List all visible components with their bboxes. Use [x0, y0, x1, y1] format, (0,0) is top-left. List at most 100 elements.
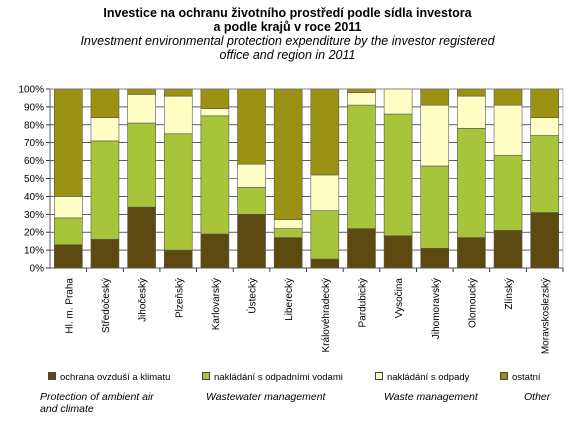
bar-segment-2: [163, 133, 193, 251]
legend-swatch-wastewater: [202, 372, 210, 381]
bar-segment-3: [273, 219, 303, 229]
bar-segment-2: [383, 113, 413, 237]
legend-swatch-waste: [375, 372, 383, 381]
bar-segment-2: [347, 104, 376, 229]
chart-title-en-line1: Investment environmental protection expe…: [80, 34, 495, 48]
bar-segment-3: [310, 174, 340, 212]
bar-segment-2: [54, 217, 83, 246]
legend-en-other: Other: [524, 391, 551, 403]
y-tick-label: 90%: [24, 102, 44, 113]
bar-segment-4: [237, 88, 266, 165]
legend-en-waste: Waste management: [384, 391, 478, 403]
y-tick-label: 70%: [24, 138, 44, 149]
bar-segment-2: [310, 210, 340, 260]
bar-segment-1: [347, 228, 376, 269]
y-tick-label: 0%: [30, 264, 45, 275]
legend-label-air: ochrana ovzduší a klimatu: [60, 372, 171, 383]
bar-segment-4: [310, 88, 340, 176]
bar-segment-1: [90, 239, 120, 269]
bar-segment-2: [273, 228, 303, 238]
x-tick-label: Jihomoravský: [431, 278, 442, 339]
legend-label-waste: nakládání s odpady: [387, 372, 470, 383]
legend-label-other: ostatní: [512, 372, 541, 383]
x-tick-label: Liberecký: [284, 278, 295, 321]
bar-segment-2: [237, 187, 266, 215]
bar-segment-1: [54, 244, 83, 269]
x-tick-label: Hl. m. Praha: [64, 278, 75, 334]
bar-segment-4: [273, 88, 303, 220]
bar-segment-3: [530, 117, 559, 136]
x-tick-label: Olomoucký: [467, 278, 478, 328]
bar-segment-3: [90, 117, 120, 142]
bar-segment-3: [493, 104, 523, 156]
bar-segment-4: [347, 88, 376, 93]
legend-label-wastewater: nakládání s odpadními vodami: [214, 372, 343, 383]
y-tick-label: 100%: [18, 85, 44, 96]
bar-segment-3: [200, 108, 230, 117]
bar-segment-4: [90, 88, 120, 118]
y-tick-label: 80%: [24, 120, 44, 131]
legend-en-air: Protection of ambient air and climate: [40, 391, 154, 415]
y-tick-label: 60%: [24, 156, 44, 167]
bar-segment-3: [237, 163, 266, 188]
bar-segment-4: [127, 88, 156, 95]
y-tick-label: 50%: [24, 174, 44, 185]
bar-segment-4: [54, 88, 83, 197]
bar-segment-1: [237, 214, 266, 269]
x-tick-label: Plzeňský: [174, 278, 185, 318]
bar-segment-2: [127, 122, 156, 208]
x-tick-label: Moravskoslezský: [541, 278, 552, 354]
bar-segment-3: [163, 95, 193, 135]
legend-en-wastewater: Wastewater management: [206, 391, 326, 403]
x-tick-label: Jihočeský: [138, 278, 149, 322]
bar-segment-3: [127, 94, 156, 124]
x-tick-label: Vysočina: [394, 278, 405, 319]
bar-segment-1: [457, 237, 486, 269]
bar-segment-3: [383, 88, 413, 115]
bar-segment-2: [420, 165, 450, 249]
x-tick-label: Středočeský: [101, 278, 112, 333]
bar-segment-1: [310, 258, 340, 269]
bar-segment-2: [457, 128, 486, 238]
bar-segment-1: [493, 230, 523, 269]
chart-title-en-line2: office and region in 2011: [219, 48, 356, 62]
bar-segment-2: [90, 140, 120, 240]
bar-segment-4: [420, 88, 450, 106]
y-tick-label: 10%: [24, 246, 44, 257]
x-tick-label: Královéhradecký: [321, 278, 332, 352]
chart-title-cz-line1: Investice na ochranu životního prostředí…: [103, 6, 472, 20]
y-tick-label: 30%: [24, 210, 44, 221]
bar-segment-1: [383, 235, 413, 269]
chart-titles: Investice na ochranu životního prostředí…: [0, 6, 575, 62]
chart-title-cz-line2: a podle krajů v roce 2011: [213, 20, 362, 34]
bar-segment-3: [420, 104, 450, 167]
bar-segment-1: [530, 212, 559, 269]
bar-segment-1: [420, 248, 450, 269]
bar-segment-3: [54, 196, 83, 219]
y-tick-label: 40%: [24, 192, 44, 203]
bar-segment-4: [457, 88, 486, 97]
legend-swatch-air: [48, 372, 56, 381]
bar-segment-1: [127, 206, 156, 269]
bar-segment-2: [200, 115, 230, 235]
bar-segment-4: [530, 88, 559, 118]
bar-segment-2: [530, 135, 559, 213]
bar-segment-4: [493, 88, 523, 106]
bar-segment-4: [163, 88, 193, 97]
x-tick-label: Karlovarský: [211, 278, 222, 330]
legend-item-other: ostatní: [500, 372, 541, 383]
legend-item-waste: nakládání s odpady: [375, 372, 469, 383]
bar-segment-2: [493, 154, 523, 231]
plot-border: [49, 88, 564, 269]
bar-segment-4: [200, 88, 230, 109]
legend: ochrana ovzduší a klimatu nakládání s od…: [0, 366, 575, 444]
x-tick-label: Ústecký: [246, 278, 259, 314]
legend-item-wastewater: nakládání s odpadními vodami: [202, 372, 343, 383]
x-tick-label: Pardubický: [357, 278, 368, 327]
y-tick-label: 20%: [24, 228, 44, 239]
bar-segment-3: [347, 92, 376, 106]
stacked-bar-chart: 0% 10% 20% 30% 40% 50% 60% 70% 80% 90% 100% Hl. m. …: [18, 85, 564, 354]
bar-segment-1: [200, 233, 230, 269]
bar-segment-1: [163, 249, 193, 269]
legend-item-air: ochrana ovzduší a klimatu: [48, 372, 170, 383]
